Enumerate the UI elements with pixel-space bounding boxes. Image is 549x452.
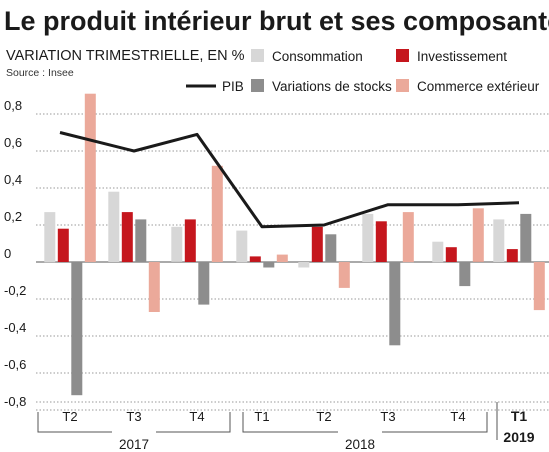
- legend-label-pib: PIB: [222, 79, 244, 94]
- bar-commerce: [148, 262, 160, 312]
- bar-stocks: [389, 262, 401, 346]
- x-tick-label: T1: [511, 408, 528, 424]
- x-tick-label: T2: [316, 409, 331, 424]
- y-tick-label: 0,2: [4, 209, 22, 224]
- bar-consommation: [362, 213, 374, 262]
- bar-commerce: [533, 262, 545, 311]
- legend-swatch-consommation: [251, 49, 264, 62]
- bar-investissement: [121, 212, 133, 263]
- bar-commerce: [338, 262, 350, 288]
- legend-label-consommation: Consommation: [272, 49, 363, 64]
- bar-commerce: [402, 212, 414, 263]
- year-label: 2019: [503, 429, 534, 445]
- bar-investissement: [249, 256, 261, 262]
- y-tick-label: 0,8: [4, 98, 22, 113]
- legend-swatch-investissement: [396, 49, 409, 62]
- x-tick-label: T2: [62, 409, 77, 424]
- bar-commerce: [211, 165, 223, 262]
- bar-commerce: [84, 93, 96, 262]
- x-tick-label: T4: [189, 409, 204, 424]
- bar-consommation: [493, 219, 505, 262]
- bar-investissement: [311, 226, 323, 262]
- legend-label-investissement: Investissement: [417, 49, 507, 64]
- pib-line: [59, 131, 520, 229]
- pib-line-group: [59, 131, 520, 229]
- bar-stocks: [135, 219, 147, 262]
- bar-commerce: [276, 254, 288, 262]
- legend-label-stocks: Variations de stocks: [272, 79, 392, 94]
- legend: Consommation Investissement PIB Variatio…: [186, 49, 540, 94]
- y-tick-label: -0,8: [4, 394, 26, 409]
- bar-consommation: [44, 212, 56, 263]
- bar-investissement: [184, 219, 196, 262]
- x-tick-label: T3: [380, 409, 395, 424]
- year-label: 2018: [345, 437, 375, 452]
- y-tick-label: -0,6: [4, 357, 26, 372]
- bar-investissement: [445, 247, 457, 262]
- x-tick-label: T1: [254, 409, 269, 424]
- y-tick-label: -0,4: [4, 320, 26, 335]
- y-tick-label: 0,6: [4, 135, 22, 150]
- bar-consommation: [108, 191, 120, 262]
- bar-stocks: [263, 262, 275, 268]
- bar-consommation: [432, 241, 444, 263]
- bar-investissement: [506, 249, 518, 263]
- chart-subtitle: VARIATION TRIMESTRIELLE, EN %: [6, 48, 245, 64]
- y-tick-label: 0,4: [4, 172, 22, 187]
- bar-consommation: [171, 226, 183, 262]
- bar-stocks: [198, 262, 210, 305]
- bar-consommation: [298, 262, 310, 268]
- bar-stocks: [71, 262, 83, 396]
- bar-investissement: [375, 221, 387, 262]
- bar-stocks: [520, 213, 532, 262]
- bar-stocks: [459, 262, 471, 287]
- x-tick-label: T3: [126, 409, 141, 424]
- bar-consommation: [236, 230, 248, 263]
- year-label-gap: [112, 428, 156, 436]
- year-label-gap: [338, 428, 382, 436]
- bar-commerce: [472, 208, 484, 262]
- x-axis: T2 T3 T4 T1 T2 T3 T4 T1 2017 2018 2019: [37, 402, 535, 452]
- legend-label-commerce: Commerce extérieur: [417, 79, 540, 94]
- bar-stocks: [325, 234, 337, 263]
- bars: [44, 93, 545, 396]
- chart-source: Source : Insee: [6, 67, 74, 79]
- x-tick-label: T4: [450, 409, 465, 424]
- chart-title: Le produit intérieur brut et ses composa…: [4, 6, 549, 36]
- y-tick-label: 0: [4, 246, 11, 261]
- y-tick-label: -0,2: [4, 283, 26, 298]
- bar-investissement: [57, 228, 69, 262]
- legend-swatch-commerce: [396, 79, 409, 92]
- legend-swatch-stocks: [251, 79, 264, 92]
- year-label: 2017: [119, 437, 149, 452]
